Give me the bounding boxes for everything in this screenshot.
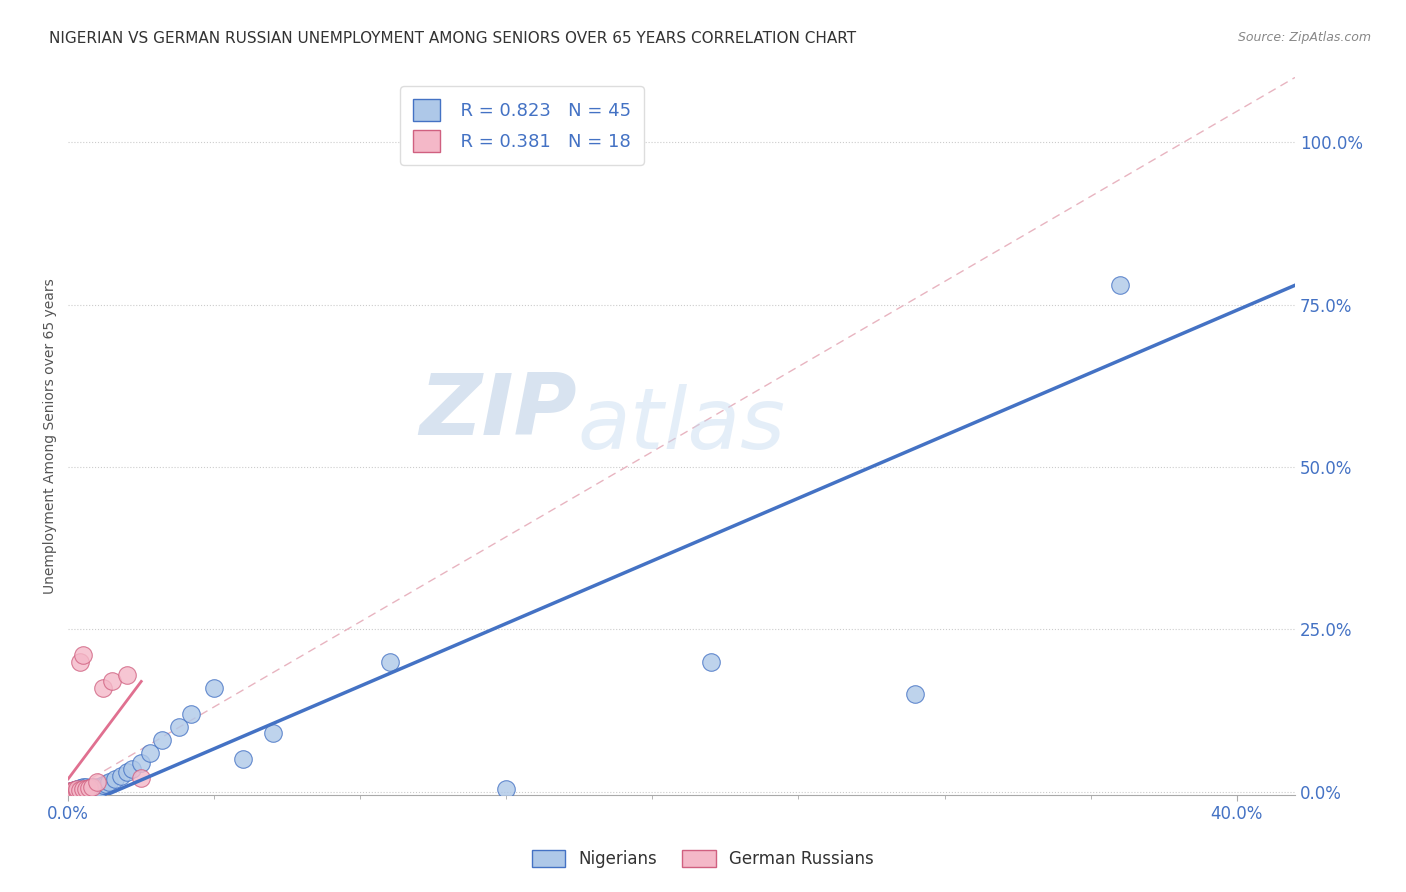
Point [150, 732, 173, 747]
Legend:   R = 0.823   N = 45,   R = 0.381   N = 18: R = 0.823 N = 45, R = 0.381 N = 18 [401, 87, 644, 165]
Point [180, 706, 202, 721]
Point [75, 781, 97, 796]
Point [63, 784, 86, 798]
Text: Source: ZipAtlas.com: Source: ZipAtlas.com [1237, 31, 1371, 45]
Point [66, 783, 89, 797]
Point [83, 781, 105, 796]
Point [121, 762, 143, 776]
Point [86, 775, 108, 789]
Point [66, 784, 89, 798]
Point [110, 768, 132, 782]
Point [75, 782, 97, 797]
Point [232, 752, 254, 766]
Point [75, 780, 97, 794]
Point [77, 780, 100, 795]
Point [80, 783, 103, 797]
Text: ZIP: ZIP [420, 369, 578, 452]
Point [60, 783, 83, 797]
Point [60, 784, 83, 798]
Point [129, 771, 152, 785]
Point [77, 782, 100, 797]
Point [60, 784, 83, 798]
Point [69, 783, 91, 797]
Point [72, 781, 94, 796]
Point [72, 648, 94, 663]
Point [80, 780, 103, 795]
Point [63, 783, 86, 797]
Point [262, 726, 284, 740]
Point [66, 781, 89, 796]
Y-axis label: Unemployment Among Seniors over 65 years: Unemployment Among Seniors over 65 years [44, 278, 58, 594]
Point [96, 777, 118, 791]
Point [72, 780, 94, 795]
Point [89, 780, 111, 795]
Point [69, 780, 91, 795]
Legend: Nigerians, German Russians: Nigerians, German Russians [526, 843, 880, 875]
Point [1108, 278, 1130, 293]
Point [66, 783, 89, 797]
Point [63, 784, 86, 798]
Point [115, 765, 138, 780]
Point [115, 668, 138, 682]
Point [72, 782, 94, 797]
Point [75, 783, 97, 797]
Point [77, 780, 100, 795]
Point [904, 687, 927, 701]
Point [86, 782, 108, 797]
Point [98, 775, 121, 789]
Point [101, 674, 124, 689]
Point [700, 655, 723, 669]
Point [129, 756, 152, 770]
Point [63, 783, 86, 797]
Point [69, 783, 91, 797]
Point [91, 778, 114, 792]
Point [72, 783, 94, 797]
Point [91, 681, 114, 695]
Point [104, 772, 127, 786]
Point [202, 681, 225, 695]
Point [69, 782, 91, 797]
Point [139, 746, 162, 760]
Point [167, 720, 190, 734]
Point [60, 783, 83, 797]
Point [66, 782, 89, 797]
Point [495, 781, 517, 796]
Text: atlas: atlas [578, 384, 786, 467]
Point [378, 655, 401, 669]
Point [80, 780, 103, 794]
Point [63, 783, 86, 797]
Point [69, 655, 91, 669]
Point [86, 780, 108, 794]
Text: NIGERIAN VS GERMAN RUSSIAN UNEMPLOYMENT AMONG SENIORS OVER 65 YEARS CORRELATION : NIGERIAN VS GERMAN RUSSIAN UNEMPLOYMENT … [49, 31, 856, 46]
